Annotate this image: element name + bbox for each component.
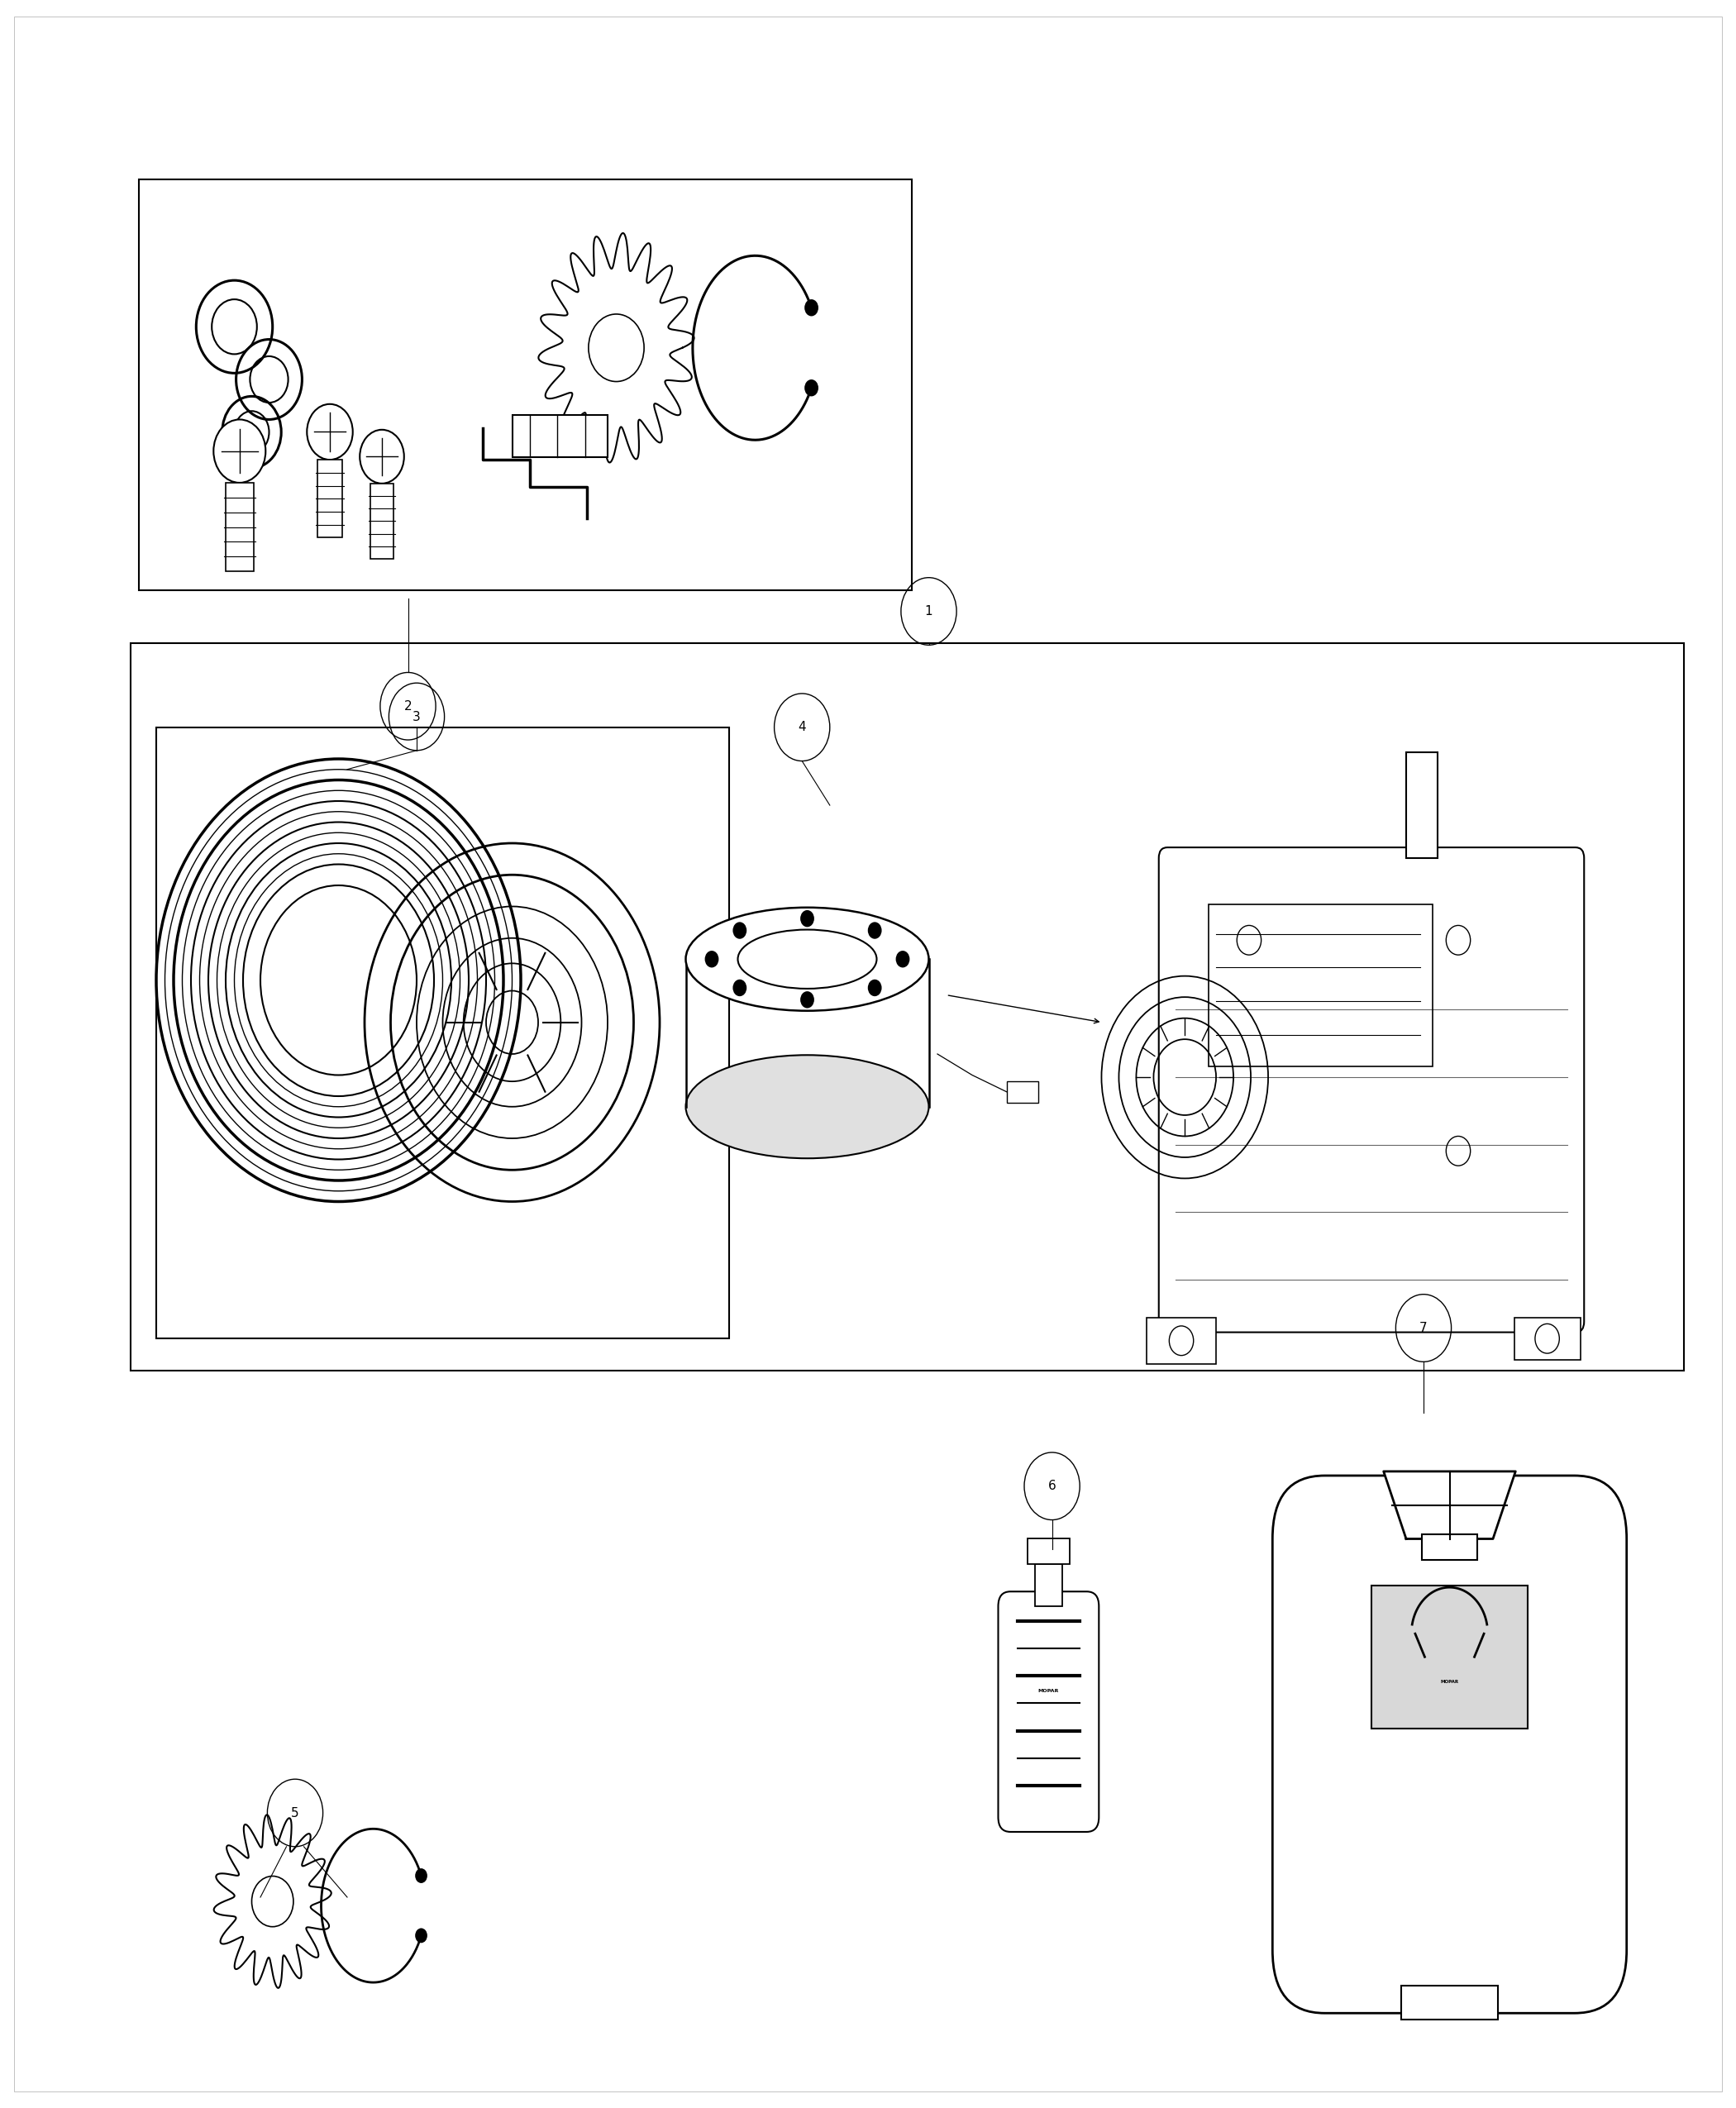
Circle shape [868, 921, 882, 938]
Circle shape [214, 419, 266, 483]
Bar [512, 415, 608, 457]
Circle shape [705, 951, 719, 968]
Ellipse shape [738, 930, 877, 989]
Bar [1422, 1535, 1477, 1560]
Circle shape [733, 921, 746, 938]
Bar [1007, 1081, 1038, 1102]
Text: MOPAR: MOPAR [1038, 1689, 1059, 1693]
Text: 1: 1 [925, 605, 932, 618]
Bar [1147, 1318, 1217, 1364]
Circle shape [804, 379, 818, 396]
Bar [1514, 1318, 1580, 1360]
Circle shape [896, 951, 910, 968]
Text: 4: 4 [799, 721, 806, 734]
FancyBboxPatch shape [998, 1592, 1099, 1832]
Bar [1035, 1564, 1062, 1606]
Text: 3: 3 [413, 710, 420, 723]
Bar [139, 179, 911, 590]
FancyBboxPatch shape [1160, 847, 1585, 1332]
Circle shape [415, 1929, 427, 1944]
Bar [156, 727, 729, 1339]
Text: 7: 7 [1420, 1322, 1427, 1334]
Bar [1208, 904, 1432, 1067]
Ellipse shape [686, 1056, 929, 1159]
Bar [1371, 1585, 1528, 1729]
Ellipse shape [686, 909, 929, 1012]
Bar [318, 460, 342, 538]
FancyBboxPatch shape [1272, 1476, 1627, 2013]
Circle shape [804, 299, 818, 316]
Circle shape [415, 1868, 427, 1882]
Bar [1028, 1539, 1069, 1564]
Bar [1401, 1986, 1498, 2019]
Text: MOPAR: MOPAR [1441, 1680, 1458, 1684]
Circle shape [800, 911, 814, 928]
Bar [370, 483, 394, 559]
Circle shape [307, 405, 352, 460]
Circle shape [800, 991, 814, 1008]
Circle shape [868, 980, 882, 997]
Bar [226, 483, 253, 571]
Circle shape [359, 430, 404, 483]
Text: 2: 2 [404, 700, 411, 713]
Text: 5: 5 [292, 1807, 299, 1819]
Bar [130, 643, 1684, 1370]
Polygon shape [1384, 1471, 1516, 1539]
Circle shape [733, 980, 746, 997]
Text: 6: 6 [1049, 1480, 1055, 1492]
Bar [1406, 753, 1437, 858]
